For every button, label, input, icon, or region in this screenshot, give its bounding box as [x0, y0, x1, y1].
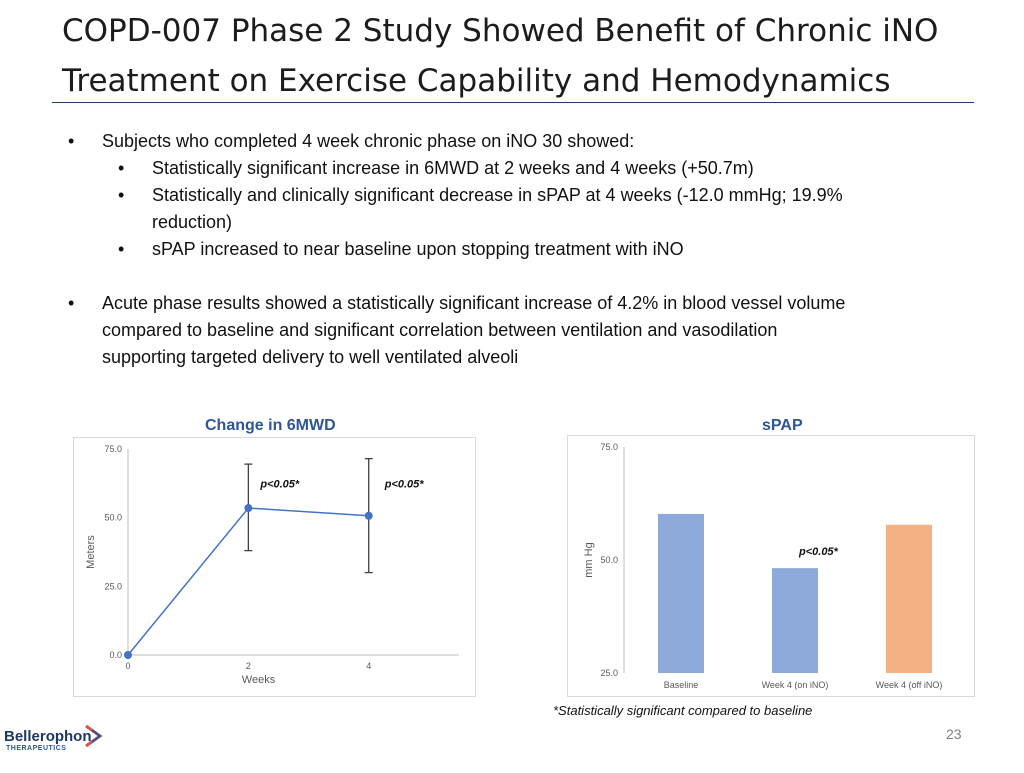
- bullet-marker: •: [118, 158, 125, 178]
- bullet-item: • Acute phase results showed a statistic…: [68, 290, 968, 371]
- sub-bullet-text: Statistically significant increase in 6M…: [152, 158, 754, 178]
- x-tick-label: Baseline: [664, 680, 699, 690]
- y-tick-label: 25.0: [600, 668, 618, 678]
- chart-spap-svg: 25.0 50.0 75.0 mm Hg Baseline Week 4 (on iNO)…: [583, 442, 943, 690]
- y-tick-label: 25.0: [104, 581, 122, 591]
- logo-name: Bellerophon: [4, 728, 92, 745]
- slide-title-line-2: Treatment on Exercise Capability and Hem…: [62, 63, 891, 99]
- company-logo: Bellerophon THERAPEUTICS: [0, 718, 110, 773]
- slide-title-line-1: COPD-007 Phase 2 Study Showed Benefit of…: [62, 13, 939, 49]
- data-point: [124, 651, 132, 659]
- bullet-marker: •: [68, 293, 75, 313]
- y-tick-label: 50.0: [104, 513, 122, 523]
- title-divider: [52, 102, 974, 103]
- data-point: [364, 511, 373, 520]
- bullet-text: supporting targeted delivery to well ven…: [102, 347, 519, 367]
- y-tick-label: 50.0: [600, 555, 618, 565]
- significance-label: p<0.05*: [798, 546, 839, 558]
- slide-title: COPD-007 Phase 2 Study Showed Benefit of…: [62, 6, 1002, 106]
- y-tick-label: 75.0: [104, 444, 122, 454]
- bullet-marker: •: [118, 239, 125, 259]
- bar: [772, 568, 818, 673]
- chart-6mwd: 0.0 25.0 50.0 75.0 0 2 4 Weeks Meters p<0.05* p<0.…: [73, 437, 476, 697]
- logo-mark-icon: [85, 724, 103, 748]
- data-point: [244, 504, 253, 513]
- y-tick-label: 0.0: [109, 650, 122, 660]
- x-tick-label: 4: [366, 661, 371, 671]
- x-tick-label: 2: [246, 661, 251, 671]
- bar: [658, 513, 704, 673]
- sub-bullet-item: • sPAP increased to near baseline upon s…: [118, 236, 968, 263]
- sub-bullet-text: sPAP increased to near baseline upon sto…: [152, 239, 684, 259]
- y-axis-title: mm Hg: [583, 542, 595, 577]
- x-tick-label: 0: [125, 661, 130, 671]
- bar: [886, 524, 932, 673]
- x-axis-title: Weeks: [242, 674, 276, 686]
- bullet-marker: •: [68, 131, 75, 151]
- sub-bullet-text: Statistically and clinically significant…: [152, 185, 843, 205]
- logo-subtitle: THERAPEUTICS: [6, 745, 67, 752]
- sub-bullet-item: • Statistically significant increase in …: [118, 155, 968, 182]
- y-tick-label: 75.0: [600, 442, 618, 452]
- bullet-marker: •: [118, 185, 125, 205]
- significance-label: p<0.05*: [259, 478, 300, 490]
- chart-6mwd-svg: 0.0 25.0 50.0 75.0 0 2 4 Weeks Meters p<0.05* p<0.…: [85, 444, 459, 686]
- bullet-text: Subjects who completed 4 week chronic ph…: [102, 131, 635, 151]
- bullet-list: • Subjects who completed 4 week chronic …: [68, 128, 968, 371]
- x-tick-label: Week 4 (on iNO): [762, 680, 829, 690]
- x-tick-label: Week 4 (off iNO): [876, 680, 943, 690]
- significance-label: p<0.05*: [384, 478, 425, 490]
- chart-title-spap: sPAP: [762, 417, 803, 434]
- sub-bullet-item: • Statistically and clinically significa…: [118, 182, 968, 236]
- chart-spap: 25.0 50.0 75.0 mm Hg Baseline Week 4 (on iNO)…: [567, 435, 975, 697]
- bullet-text: compared to baseline and significant cor…: [102, 320, 778, 340]
- footnote: *Statistically significant compared to b…: [553, 703, 813, 718]
- y-axis-title: Meters: [85, 535, 97, 569]
- page-number: 23: [946, 726, 962, 742]
- sub-bullet-text: reduction): [152, 212, 233, 232]
- bullet-text: Acute phase results showed a statistical…: [102, 293, 846, 313]
- bullet-item: • Subjects who completed 4 week chronic …: [68, 128, 968, 155]
- chart-title-6mwd: Change in 6MWD: [205, 417, 336, 434]
